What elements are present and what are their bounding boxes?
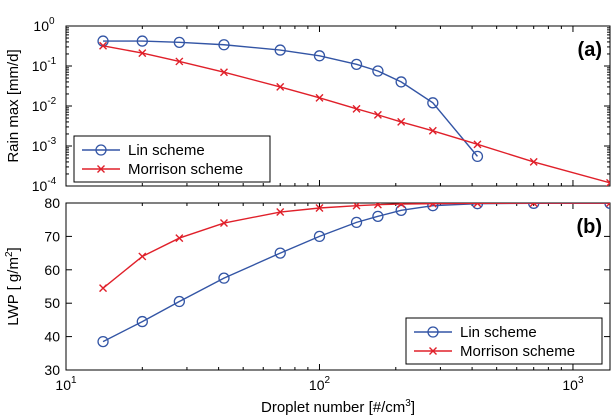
legend-marker	[97, 165, 105, 173]
morrison-series-point	[99, 284, 108, 293]
legend: Lin scheme Morrison scheme	[405, 317, 603, 365]
lin-series-point	[173, 295, 185, 308]
lin-series-point	[313, 50, 326, 62]
y-tick-label: 50	[44, 295, 60, 311]
lin-series-point	[274, 44, 286, 56]
morrison-series-point	[473, 140, 482, 149]
lin-series-point	[372, 65, 384, 77]
panel-a-rain-max: 10-4 10-3 10-2 10-1 100 Rain max [mm/d] (a) Lin…	[5, 16, 611, 194]
morrison-series-point	[352, 104, 361, 113]
lin-series-point	[274, 247, 286, 259]
morrison-series-point	[315, 93, 324, 102]
lin-series-point	[372, 210, 384, 223]
y-axis-label: LWP [ g/m2]	[4, 247, 22, 325]
legend-label: Morrison scheme	[460, 343, 575, 360]
y-tick-label: 80	[44, 195, 60, 211]
morrison-series-point	[138, 49, 147, 58]
y-tick-label: 10-1	[32, 56, 57, 74]
morrison-series-point	[138, 252, 147, 261]
x-tick-label: 102	[309, 375, 331, 393]
morrison-series-point	[219, 68, 228, 77]
morrison-series-point	[529, 203, 538, 207]
y-tick-label: 10-2	[32, 96, 57, 114]
panel-label: (a)	[578, 39, 602, 61]
lin-series-point	[395, 76, 407, 88]
y-tick-label: 100	[33, 16, 55, 34]
morrison-series-point	[99, 41, 108, 50]
lin-series-point	[471, 150, 484, 163]
panel-b-lwp: 30 40 50 60 70 80 101 102 103 LWP [ g/m2] (b) Lin s…	[4, 195, 611, 393]
lin-series-point	[173, 36, 185, 49]
y-tick-label: 60	[44, 262, 60, 278]
y-tick-label: 70	[44, 228, 60, 244]
lin-series-line	[103, 40, 478, 157]
legend-label: Morrison scheme	[128, 161, 243, 178]
plot-area	[97, 203, 610, 348]
morrison-series-point	[606, 203, 610, 207]
morrison-series-point	[175, 234, 184, 243]
morrison-series-point	[428, 203, 437, 208]
legend: Lin scheme Morrison scheme	[73, 135, 271, 183]
morrison-series-point	[352, 203, 361, 210]
y-tick-label: 10-4	[32, 176, 57, 194]
lin-series-point	[136, 315, 148, 328]
lin-series-point	[395, 204, 407, 216]
lin-series-point	[97, 35, 109, 47]
legend-box	[405, 317, 603, 365]
legend-marker	[427, 326, 439, 338]
morrison-series-point	[373, 110, 382, 119]
morrison-series-point	[428, 126, 437, 135]
plot-area	[97, 35, 610, 186]
legend-label: Lin scheme	[128, 142, 205, 159]
plot-frame	[65, 202, 611, 371]
lin-series-point	[97, 335, 109, 348]
morrison-series-point	[315, 204, 324, 213]
x-tick-label: 101	[55, 375, 77, 393]
legend-marker	[429, 347, 437, 355]
legend-label: Lin scheme	[460, 324, 537, 341]
morrison-series-point	[529, 157, 538, 166]
lin-series-point	[218, 272, 230, 284]
lin-series-point	[427, 203, 439, 212]
morrison-series-point	[276, 82, 285, 91]
lin-series-point	[427, 97, 439, 109]
morrison-series-point	[606, 178, 610, 186]
y-axis-label: Rain max [mm/d]	[5, 49, 22, 162]
x-tick-label: 103	[562, 375, 584, 393]
morrison-series-line	[102, 203, 610, 289]
y-tick-label: 40	[44, 329, 60, 345]
y-tick-label: 10-3	[32, 136, 57, 154]
lin-series-point	[350, 216, 363, 229]
lin-series-point	[313, 230, 326, 243]
legend-marker	[95, 144, 107, 156]
morrison-series-point	[373, 203, 382, 209]
lin-series-point	[350, 58, 363, 70]
morrison-series-point	[276, 208, 285, 217]
morrison-series-point	[219, 219, 228, 228]
morrison-series-point	[473, 203, 482, 208]
legend-box	[73, 135, 271, 183]
lin-series-point	[136, 35, 148, 47]
x-axis-label: Droplet number [#/cm3]	[261, 398, 415, 416]
lin-series-point	[218, 39, 230, 51]
morrison-series-point	[397, 203, 406, 208]
panel-label: (b)	[576, 216, 602, 238]
morrison-series-point	[397, 117, 406, 126]
y-tick-label: 30	[44, 362, 60, 378]
morrison-series-point	[175, 57, 184, 66]
